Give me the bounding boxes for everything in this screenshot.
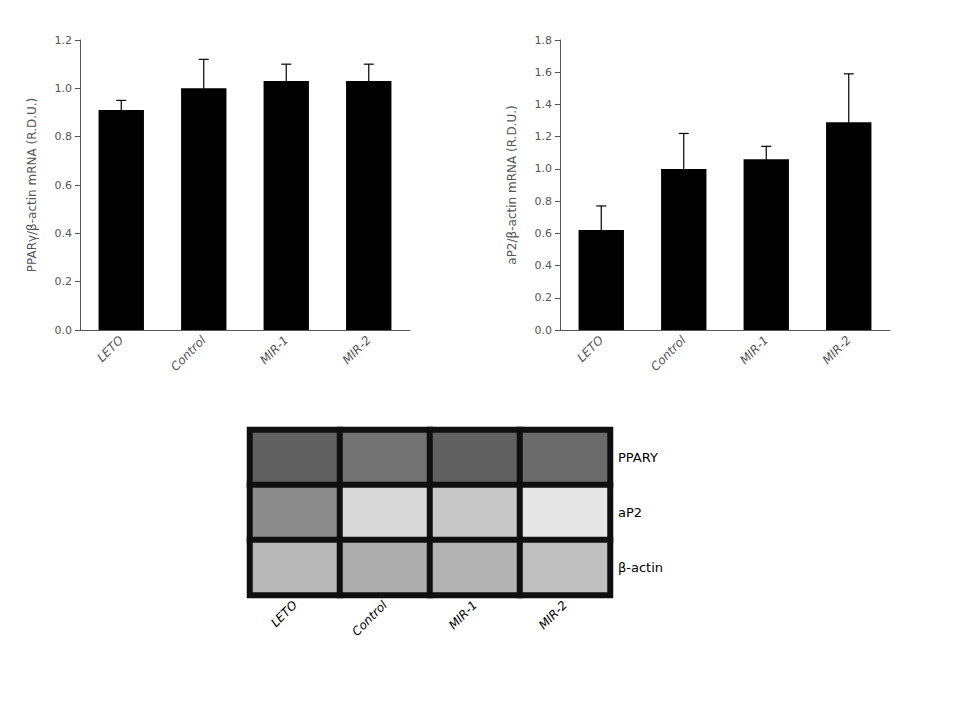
svg-text:aP2/β-actin mRNA (R.D.U.): aP2/β-actin mRNA (R.D.U.) <box>505 105 519 264</box>
svg-text:0.0: 0.0 <box>535 324 553 337</box>
svg-text:0.4: 0.4 <box>55 227 73 240</box>
svg-text:1.2: 1.2 <box>55 34 73 47</box>
svg-text:0.0: 0.0 <box>55 324 73 337</box>
svg-text:1.0: 1.0 <box>55 82 73 95</box>
svg-text:0.2: 0.2 <box>535 291 553 304</box>
svg-text:MIR-1: MIR-1 <box>446 598 480 632</box>
svg-text:0.2: 0.2 <box>55 275 73 288</box>
svg-text:β-actin: β-actin <box>618 560 663 575</box>
svg-text:Control: Control <box>648 333 689 374</box>
svg-text:1.0: 1.0 <box>535 162 553 175</box>
svg-text:MIR-2: MIR-2 <box>820 333 854 367</box>
svg-text:Control: Control <box>349 598 390 639</box>
svg-text:1.8: 1.8 <box>535 34 553 47</box>
svg-text:LETO: LETO <box>268 598 300 630</box>
svg-text:1.2: 1.2 <box>535 130 553 143</box>
svg-text:Control: Control <box>168 333 209 374</box>
svg-text:1.4: 1.4 <box>535 98 553 111</box>
svg-text:PPARγ/β-actin mRNA (R.D.U.): PPARγ/β-actin mRNA (R.D.U.) <box>25 98 39 273</box>
svg-text:0.8: 0.8 <box>535 195 553 208</box>
svg-text:MIR-2: MIR-2 <box>340 333 374 367</box>
svg-text:MIR-2: MIR-2 <box>536 598 570 632</box>
svg-text:0.8: 0.8 <box>55 130 73 143</box>
svg-text:LETO: LETO <box>574 333 606 365</box>
svg-text:PPARY: PPARY <box>618 450 658 465</box>
svg-text:1.6: 1.6 <box>535 66 553 79</box>
svg-text:0.6: 0.6 <box>55 179 73 192</box>
svg-text:0.4: 0.4 <box>535 259 553 272</box>
svg-text:MIR-1: MIR-1 <box>737 333 771 367</box>
svg-text:0.6: 0.6 <box>535 227 553 240</box>
svg-text:LETO: LETO <box>94 333 126 365</box>
svg-text:MIR-1: MIR-1 <box>257 333 291 367</box>
svg-text:aP2: aP2 <box>618 505 642 520</box>
